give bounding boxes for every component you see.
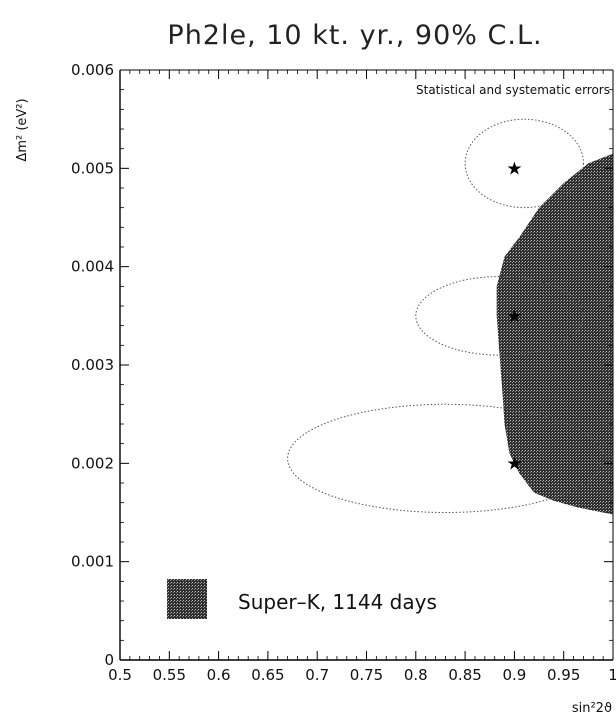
y-axis-label: Δm² (eV²) <box>15 98 30 161</box>
legend-swatch <box>167 579 207 619</box>
y-tick-label: 0.001 <box>71 553 114 571</box>
true-point-star-1: ★ <box>506 158 522 179</box>
true-point-star-3: ★ <box>506 453 522 474</box>
y-tick-label: 0.006 <box>71 61 114 79</box>
x-tick-label: 1 <box>608 666 616 684</box>
x-tick-label: 0.5 <box>108 666 132 684</box>
contour-1 <box>464 118 584 209</box>
y-tick-label: 0.005 <box>71 159 114 177</box>
x-tick-label: 0.55 <box>153 666 186 684</box>
contour-2 <box>415 276 584 356</box>
chart-title: Ph2le, 10 kt. yr., 90% C.L. <box>167 20 542 51</box>
x-tick-label: 0.95 <box>547 666 580 684</box>
contour-layer <box>287 118 604 513</box>
shaded-region-layer <box>496 153 613 515</box>
y-tick-label: 0 <box>104 651 114 669</box>
shaded-region-superk <box>496 153 613 515</box>
x-axis-label: sin²2ϑ <box>572 701 612 716</box>
x-tick-label: 0.75 <box>350 666 383 684</box>
point-layer: ★ ★ ★ <box>506 158 522 474</box>
annotation-text: Statistical and systematic errors <box>416 83 610 97</box>
legend: Super–K, 1144 days <box>167 579 437 619</box>
legend-label: Super–K, 1144 days <box>238 590 437 614</box>
y-tick-label: 0.002 <box>71 454 114 472</box>
y-tick-label: 0.004 <box>71 258 114 276</box>
y-tick-label: 0.003 <box>71 356 114 374</box>
x-tick-label: 0.8 <box>404 666 428 684</box>
true-point-star-2: ★ <box>506 306 522 327</box>
x-tick-label: 0.6 <box>207 666 231 684</box>
x-tick-label: 0.9 <box>502 666 526 684</box>
x-tick-label: 0.85 <box>448 666 481 684</box>
x-tick-label: 0.65 <box>251 666 284 684</box>
x-tick-label: 0.7 <box>305 666 329 684</box>
contour-3 <box>287 403 604 513</box>
tick-layer: 0.5 0.55 0.6 0.65 0.7 0.75 0.8 0.85 0.9 0.95 1 0 0.0… <box>71 61 616 684</box>
